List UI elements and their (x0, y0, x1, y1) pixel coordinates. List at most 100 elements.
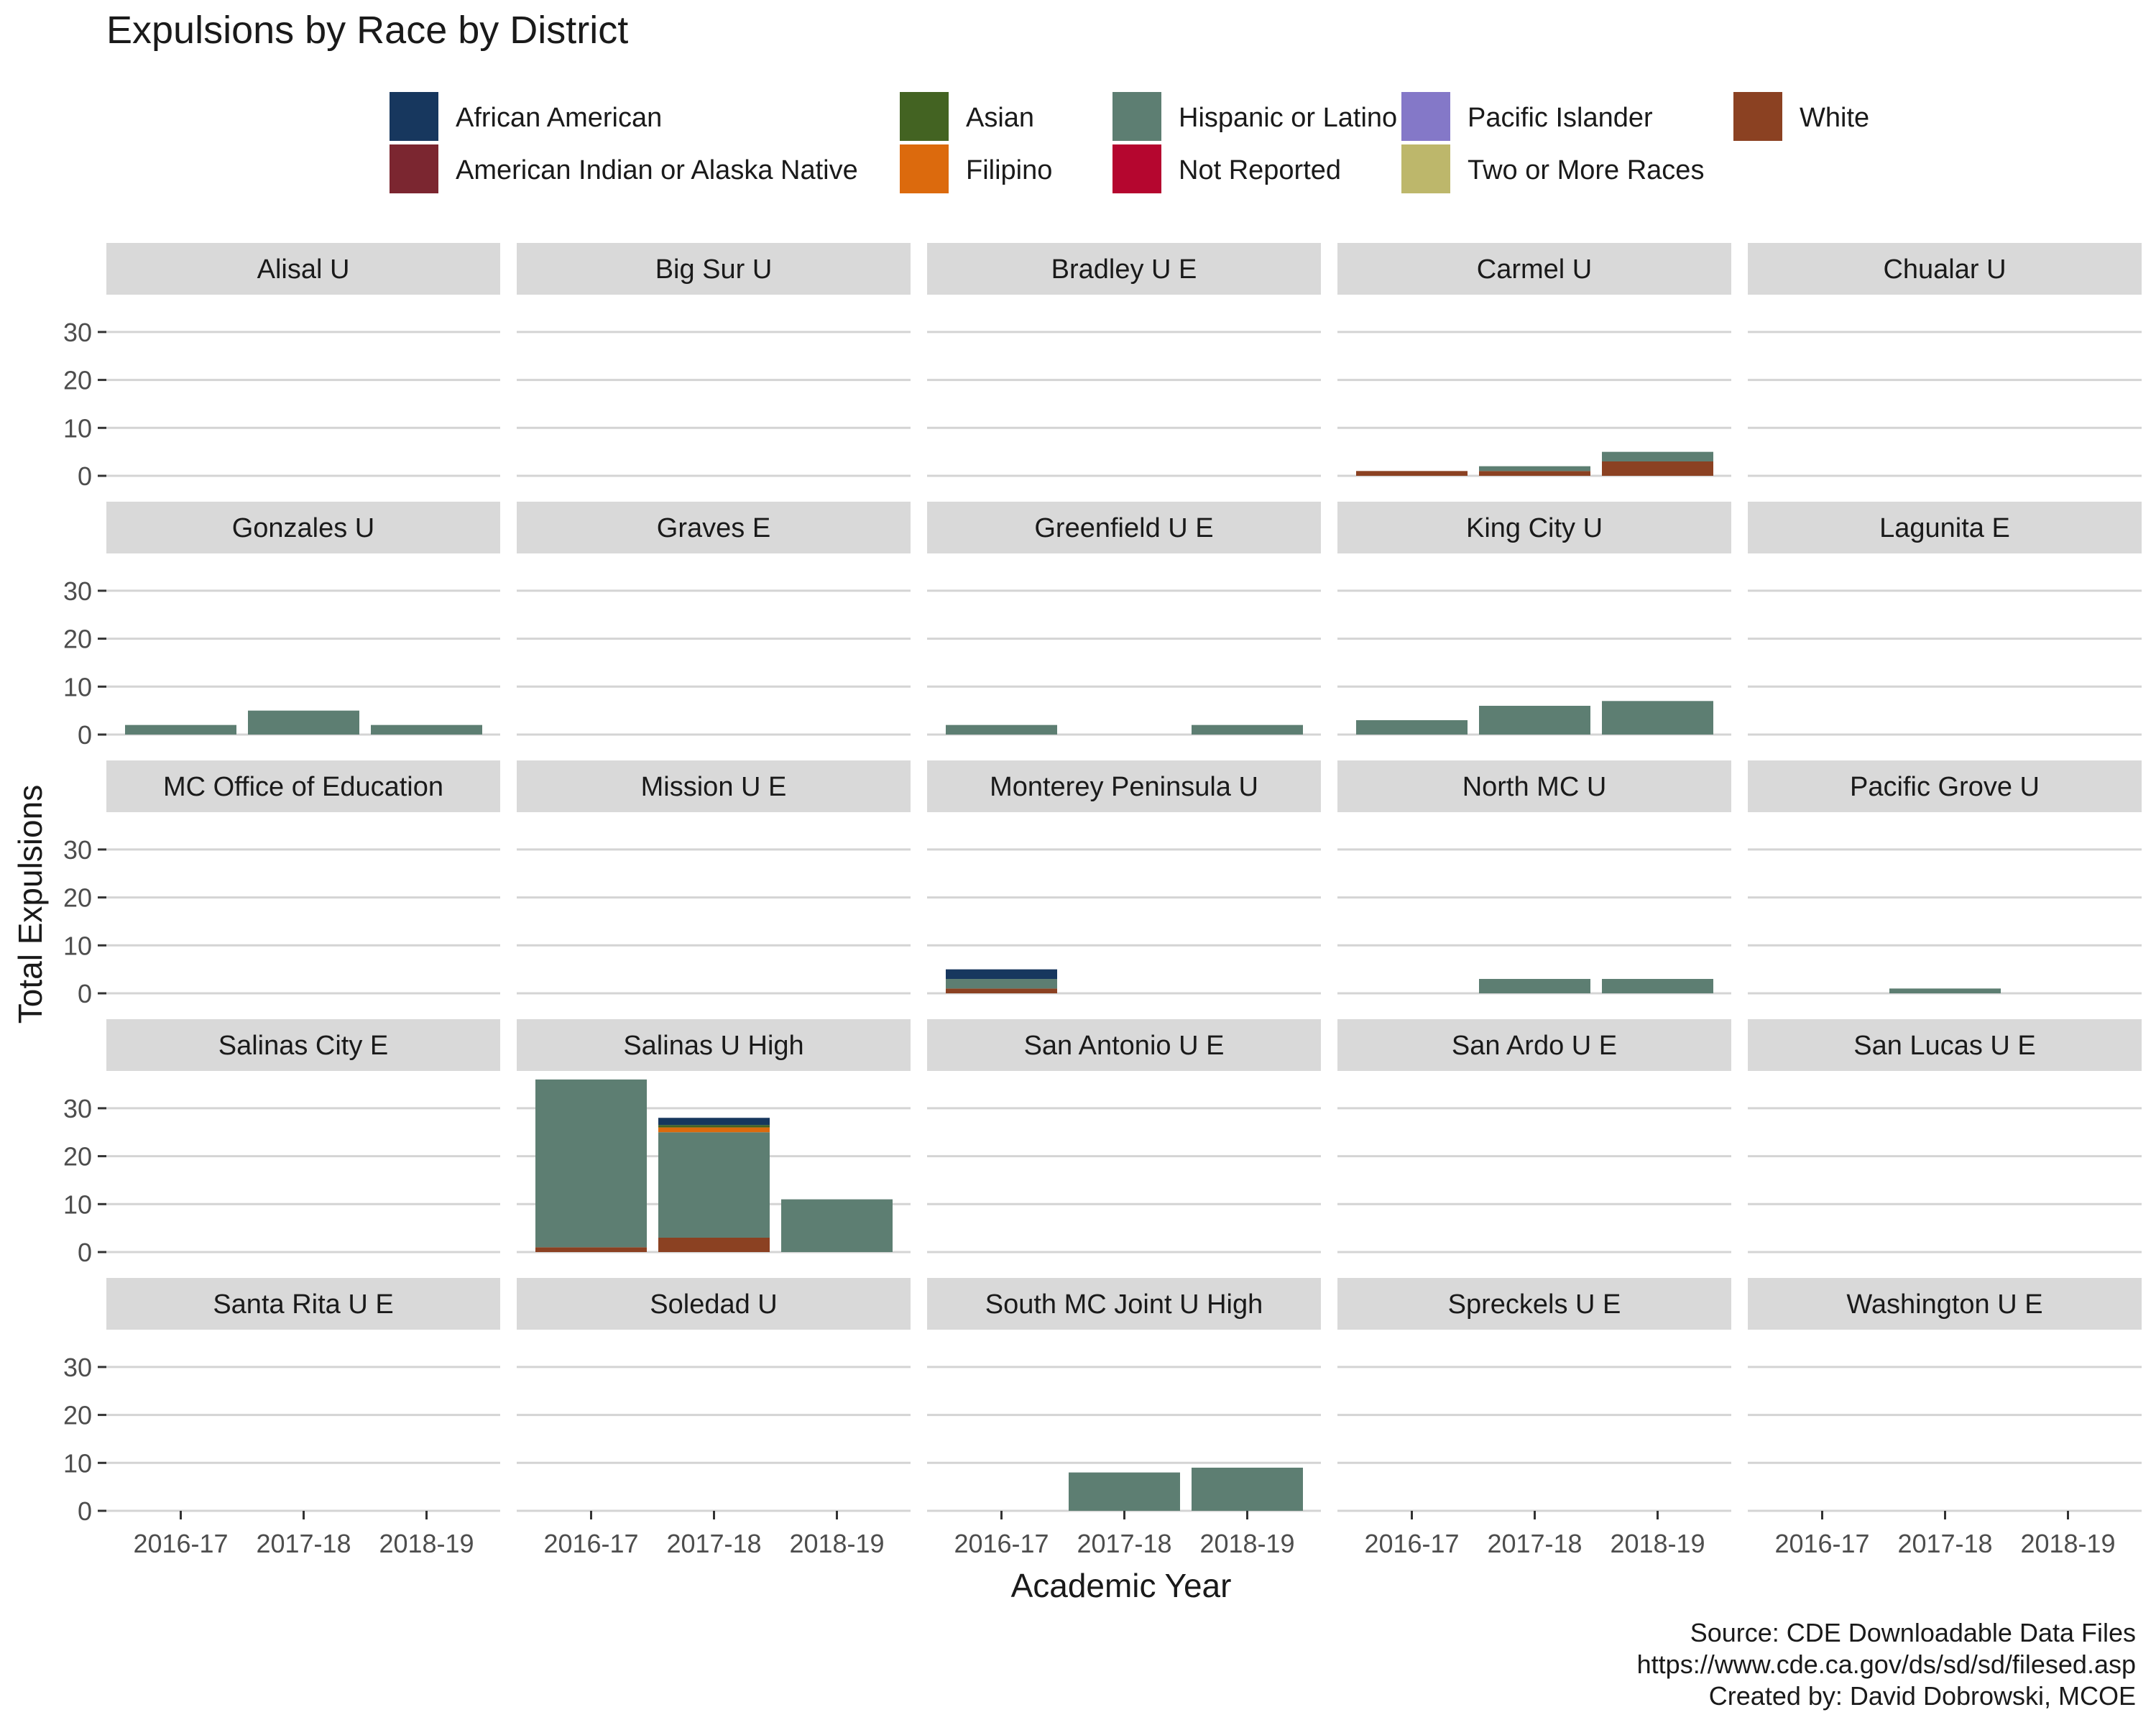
x-tick-label: 2017-18 (1487, 1529, 1582, 1558)
panel-strip-label: San Lucas U E (1853, 1031, 2035, 1061)
legend-item-american-indian-or-alaska-native: American Indian or Alaska Native (390, 144, 858, 193)
panel-strip (517, 243, 911, 295)
legend-swatch-pacific-islander (1401, 92, 1450, 141)
bar-segment-hispanic-or-latino (1356, 719, 1468, 735)
legend-item-african-american: African American (390, 92, 662, 141)
panel-bradley-u-e: Bradley U E (927, 243, 1321, 477)
y-tick-label: 20 (63, 625, 92, 654)
panel-strip (927, 502, 1321, 553)
legend-label-asian: Asian (966, 103, 1034, 133)
y-tick-label: 20 (63, 1401, 92, 1430)
legend-label-not-reported: Not Reported (1179, 155, 1341, 185)
panel-washington-u-e: Washington U E (1748, 1278, 2142, 1512)
x-tick-label: 2016-17 (543, 1529, 638, 1558)
panel-strip-label: Mission U E (641, 772, 787, 802)
x-tick-label: 2018-19 (1610, 1529, 1705, 1558)
y-tick-label: 0 (78, 1496, 92, 1526)
y-tick-label: 0 (78, 461, 92, 491)
y-tick-label: 30 (63, 1353, 92, 1382)
y-tick-label: 0 (78, 720, 92, 750)
x-tick-label: 2016-17 (1774, 1529, 1869, 1558)
legend-item-not-reported: Not Reported (1112, 144, 1341, 193)
legend-item-asian: Asian (900, 92, 1034, 141)
legend-swatch-not-reported (1112, 144, 1161, 193)
panel-big-sur-u: Big Sur U (517, 243, 911, 477)
x-tick-label: 2017-18 (256, 1529, 351, 1558)
panel-soledad-u: Soledad U (517, 1278, 911, 1512)
y-tick-label: 20 (63, 1142, 92, 1172)
y-tick-label: 30 (63, 835, 92, 865)
panel-strip (1337, 502, 1731, 553)
caption-line: https://www.cde.ca.gov/ds/sd/sd/filesed.… (1637, 1650, 2136, 1679)
legend-swatch-two-or-more-races (1401, 144, 1450, 193)
panel-strip (1748, 1019, 2142, 1071)
y-tick-label: 0 (78, 979, 92, 1008)
panel-spreckels-u-e: Spreckels U E (1337, 1278, 1731, 1512)
bar-segment-white (535, 1247, 647, 1252)
x-axis-label: Academic Year (1011, 1567, 1232, 1604)
legend-item-pacific-islander: Pacific Islander (1401, 92, 1653, 141)
bar-segment-hispanic-or-latino (535, 1079, 647, 1248)
panel-strip (927, 243, 1321, 295)
y-tick-label: 10 (63, 1448, 92, 1478)
x-tick-label: 2018-19 (379, 1529, 474, 1558)
bar-segment-asian (658, 1125, 770, 1128)
panel-strip (927, 1278, 1321, 1330)
y-tick-label: 10 (63, 931, 92, 960)
panel-strip (1337, 760, 1731, 812)
bar-segment-white (1356, 471, 1468, 476)
panel-strip-label: Monterey Peninsula U (990, 772, 1258, 802)
panel-strip-label: San Ardo U E (1452, 1031, 1617, 1061)
bar-segment-hispanic-or-latino (371, 724, 482, 735)
facet-panels: Alisal U Big Sur U Bradley U E Carmel U Chua… (106, 243, 2142, 1512)
panel-strip (1337, 243, 1731, 295)
bar-segment-white (1479, 471, 1590, 476)
panel-strip (106, 243, 500, 295)
y-tick-label: 30 (63, 1094, 92, 1123)
panel-strip (1748, 760, 2142, 812)
panel-strip-label: Pacific Grove U (1850, 772, 2040, 802)
bar-segment-hispanic-or-latino (1479, 705, 1590, 735)
panel-strip (927, 1019, 1321, 1071)
y-tick-label: 10 (63, 672, 92, 702)
panel-strip-label: Santa Rita U E (213, 1289, 393, 1320)
panel-pacific-grove-u: Pacific Grove U (1748, 760, 2142, 995)
legend-swatch-american-indian-or-alaska-native (390, 144, 438, 193)
panel-strip (1748, 1278, 2142, 1330)
caption-line: Source: CDE Downloadable Data Files (1690, 1618, 2136, 1647)
x-tick-label: 2018-19 (2020, 1529, 2115, 1558)
panel-san-ardo-u-e: San Ardo U E (1337, 1019, 1731, 1254)
panel-carmel-u: Carmel U (1337, 243, 1731, 477)
bar-segment-filipino (658, 1127, 770, 1133)
panel-greenfield-u-e: Greenfield U E (927, 502, 1321, 736)
panel-strip (927, 760, 1321, 812)
panel-strip-label: Soledad U (650, 1289, 777, 1320)
bar-segment-hispanic-or-latino (781, 1199, 893, 1252)
legend-label-african-american: African American (456, 103, 662, 133)
panel-strip-label: King City U (1466, 513, 1603, 543)
panel-strip (106, 502, 500, 553)
bar-segment-hispanic-or-latino (1479, 978, 1590, 993)
y-tick-label: 10 (63, 1190, 92, 1219)
caption-line: Created by: David Dobrowski, MCOE (1709, 1681, 2136, 1711)
legend-swatch-hispanic-or-latino (1112, 92, 1161, 141)
panel-monterey-peninsula-u: Monterey Peninsula U (927, 760, 1321, 995)
y-tick-label: 20 (63, 883, 92, 913)
panel-san-lucas-u-e: San Lucas U E (1748, 1019, 2142, 1254)
legend-label-hispanic-or-latino: Hispanic or Latino (1179, 103, 1397, 133)
panel-strip-label: San Antonio U E (1024, 1031, 1225, 1061)
panel-strip-label: MC Office of Education (163, 772, 443, 802)
legend-item-two-or-more-races: Two or More Races (1401, 144, 1704, 193)
y-tick-label: 30 (63, 576, 92, 606)
legend-swatch-asian (900, 92, 949, 141)
y-tick-label: 10 (63, 413, 92, 443)
panel-san-antonio-u-e: San Antonio U E (927, 1019, 1321, 1254)
bar-segment-hispanic-or-latino (1069, 1472, 1180, 1511)
legend-swatch-african-american (390, 92, 438, 141)
panel-strip-label: Chualar U (1883, 254, 2006, 285)
panel-santa-rita-u-e: Santa Rita U E (106, 1278, 500, 1512)
bar-segment-white (1602, 461, 1713, 476)
bar-segment-hispanic-or-latino (658, 1132, 770, 1238)
panel-strip (517, 1278, 911, 1330)
